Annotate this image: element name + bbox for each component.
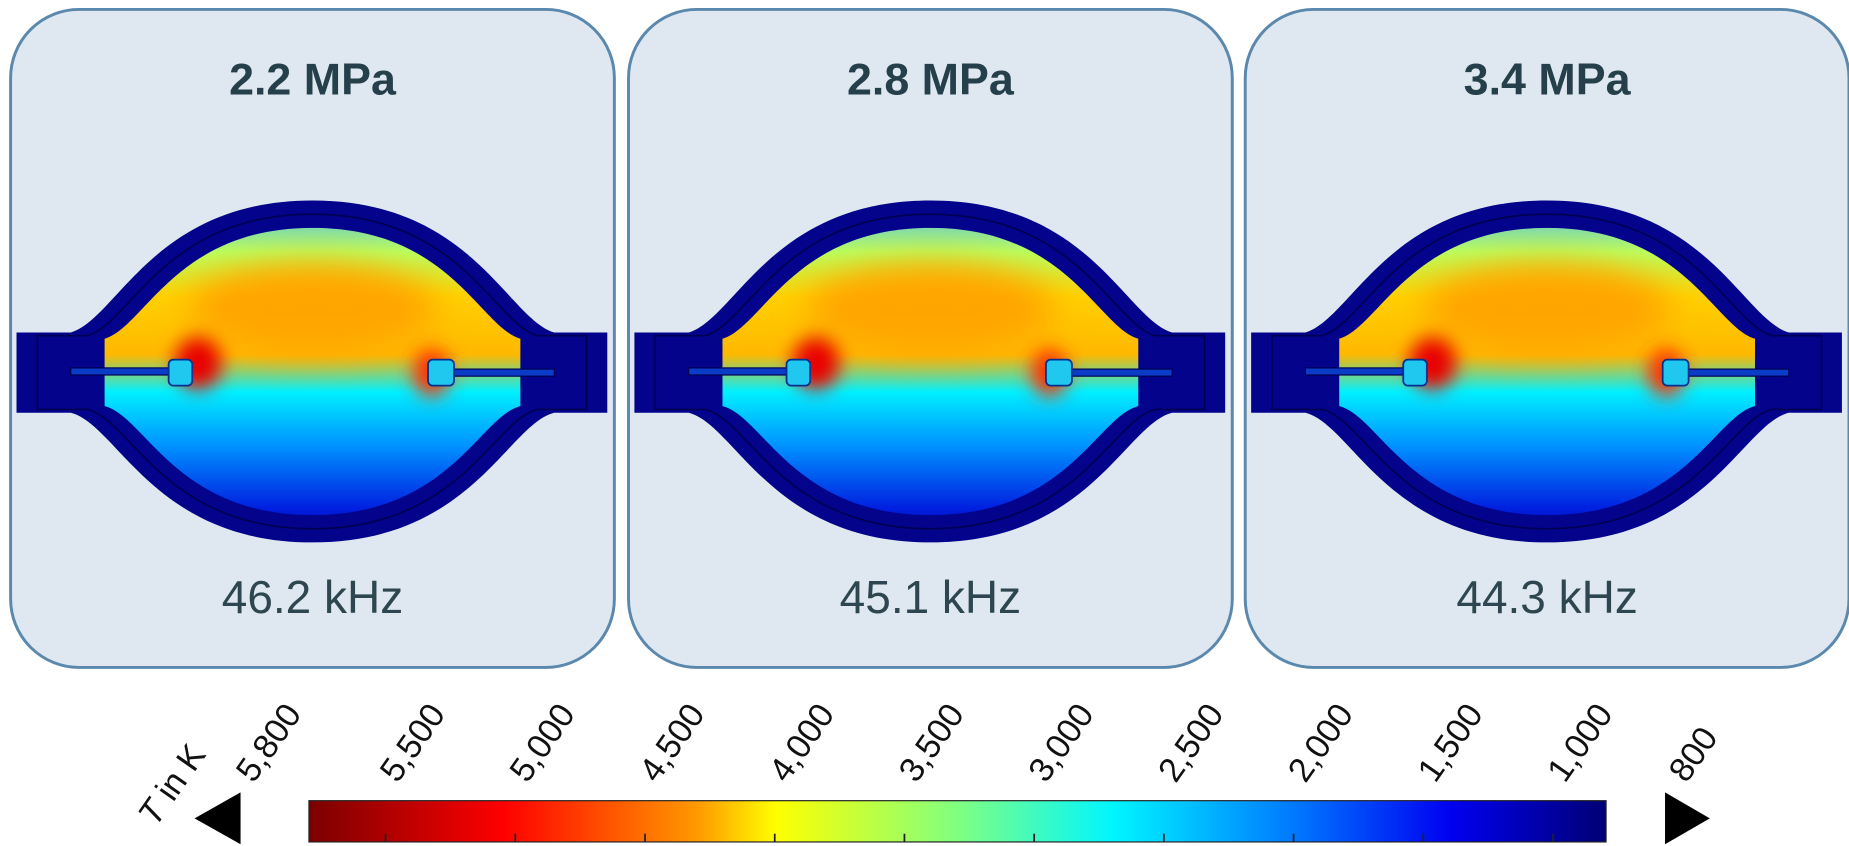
rod	[1682, 368, 1790, 377]
temperature-field	[634, 200, 1226, 543]
panel-title: 2.8 MPa	[847, 54, 1015, 104]
frequency-label: 46.2 kHz	[222, 571, 403, 623]
arc-core	[1423, 264, 1671, 354]
frequency-label: 45.1 kHz	[840, 571, 1021, 623]
tick-label: 3,500	[892, 697, 972, 789]
arc-core	[806, 264, 1055, 354]
tick-label: 2,000	[1281, 697, 1361, 789]
tick-label: 5,500	[373, 697, 453, 789]
panel: 3.4 MPa 44.3 kHz	[1243, 7, 1849, 669]
tick-label: 800	[1662, 720, 1726, 789]
contour	[654, 213, 1206, 530]
tick-label: 1,000	[1540, 697, 1620, 789]
panel: 2.8 MPa 45.1 kHz	[627, 7, 1234, 669]
rod	[1065, 368, 1173, 377]
electrode	[1045, 358, 1073, 387]
electrode	[1661, 358, 1690, 387]
label-unit: in K	[149, 737, 214, 807]
rod	[70, 367, 176, 376]
rod	[1304, 367, 1410, 376]
tick-label: 4,500	[632, 697, 712, 789]
tick-label: 5,000	[503, 697, 583, 789]
contour	[1271, 213, 1823, 530]
electrode	[1402, 358, 1428, 387]
panel-title: 2.2 MPa	[229, 54, 397, 104]
tick-label: 3,000	[1021, 697, 1101, 789]
panel-title: 3.4 MPa	[1464, 54, 1632, 104]
arrow-left	[194, 792, 241, 845]
colorbar: 5,800 5,500 5,000 4,500 4,000 3,500 3,000 2,500…	[131, 697, 1726, 845]
arc-core	[188, 264, 437, 354]
content: 2.2 MPa 46.2 kHz 2.8 MPa 45.1 kHz 3.4 MPa 44.…	[9, 7, 1849, 845]
colorbar-gradient	[308, 800, 1607, 843]
tick-label: 4,000	[762, 697, 842, 789]
tick-label: 5,800	[229, 697, 309, 789]
electrode	[785, 358, 811, 387]
rod	[447, 368, 555, 377]
tick-label: 2,500	[1151, 697, 1231, 789]
temperature-field	[1251, 200, 1842, 543]
rod	[688, 367, 794, 376]
arrow-right	[1665, 792, 1710, 845]
panel: 2.2 MPa 46.2 kHz	[9, 7, 616, 669]
frequency-label: 44.3 kHz	[1456, 571, 1637, 623]
tick-label: 1,500	[1411, 697, 1491, 789]
electrode	[167, 358, 194, 387]
electrode	[427, 358, 455, 387]
contour	[36, 213, 588, 530]
temperature-field	[16, 200, 608, 543]
